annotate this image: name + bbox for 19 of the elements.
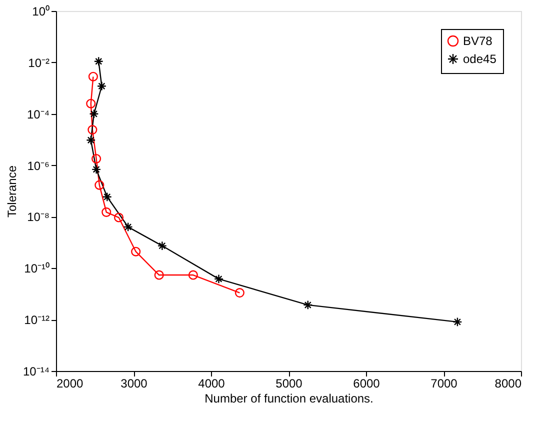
x-tick-label: 4000 (198, 376, 226, 390)
x-tick-label: 2000 (56, 376, 84, 390)
x-tick-label: 6000 (353, 376, 380, 390)
legend-label: BV78 (463, 34, 493, 48)
y-tick-label: 10⁻⁴ (26, 107, 50, 122)
y-tick-label: 10⁻² (28, 56, 50, 70)
y-tick-label: 10⁻¹² (24, 313, 50, 328)
y-tick-label: 10⁻⁶ (27, 158, 50, 173)
y-tick-label: 10⁻¹⁴ (23, 364, 50, 378)
y-tick-label: 10⁻⁸ (27, 210, 50, 224)
x-axis-title: Number of function evaluations. (204, 392, 374, 406)
legend-label: ode45 (463, 52, 497, 66)
x-tick-label: 3000 (120, 376, 148, 390)
y-axis-title: Tolerance (5, 165, 19, 218)
y-tick-label: 10⁻¹⁰ (24, 262, 50, 276)
y-tick-label: 10⁰ (32, 4, 50, 18)
x-tick-label: 7000 (430, 376, 458, 390)
x-tick-label: 8000 (494, 376, 522, 390)
x-tick-label: 5000 (276, 376, 303, 390)
